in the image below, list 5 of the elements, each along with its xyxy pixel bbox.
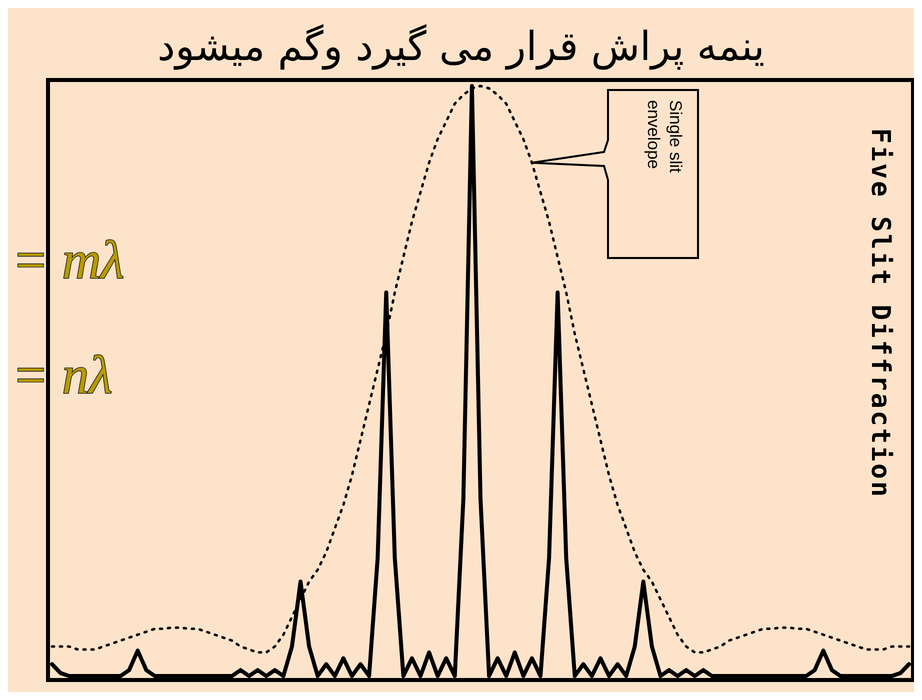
- annotation: Single slit envelope: [644, 100, 685, 174]
- annotation: = nλ: [12, 345, 112, 405]
- chart-title: ینمه پراش قرار می گیرد وگم میشود: [157, 24, 765, 70]
- annotation: Five Slit Diffraction: [865, 128, 895, 499]
- annotation: = mλ: [12, 230, 124, 290]
